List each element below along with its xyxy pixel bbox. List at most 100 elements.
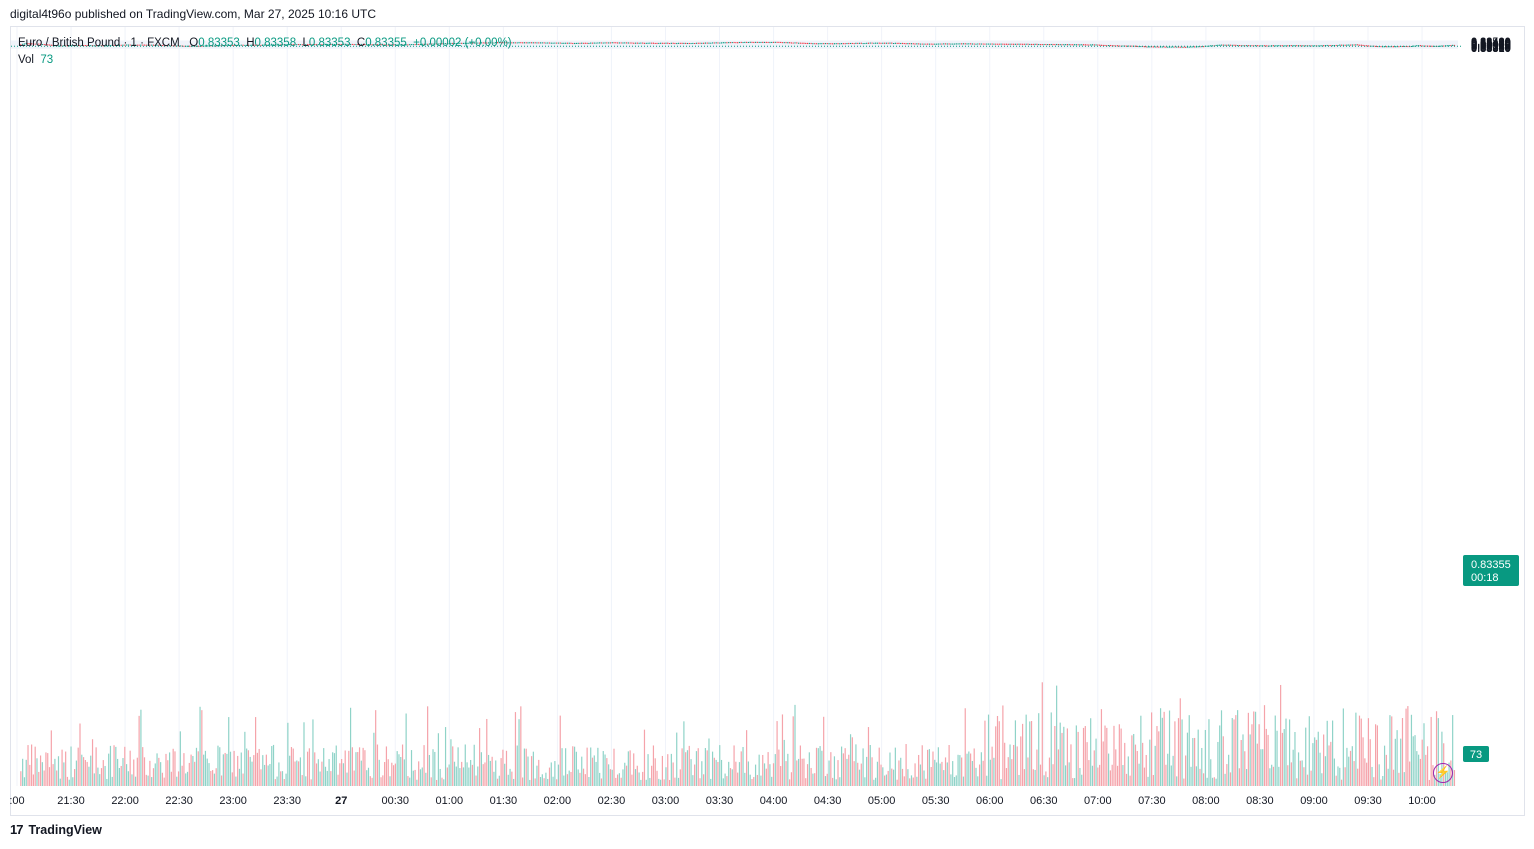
candle-body bbox=[824, 43, 827, 45]
volume-bar bbox=[473, 744, 475, 786]
volume-bar bbox=[703, 774, 705, 786]
volume-bar bbox=[93, 773, 95, 786]
volume-bar bbox=[1072, 778, 1074, 786]
candle-body bbox=[711, 42, 714, 44]
volume-bar bbox=[1075, 725, 1077, 786]
candle-body bbox=[88, 45, 90, 47]
candle-body bbox=[688, 43, 690, 45]
candle-body bbox=[493, 42, 495, 44]
volume-bar bbox=[1149, 739, 1151, 786]
volume-bar bbox=[298, 761, 300, 786]
y-tick-label: 0.83310 bbox=[1471, 43, 1511, 55]
candle-body bbox=[780, 41, 782, 43]
volume-bar bbox=[366, 770, 368, 786]
volume-bar bbox=[1220, 710, 1223, 786]
candle-body bbox=[686, 43, 689, 45]
volume-bar bbox=[774, 754, 776, 786]
candle-body bbox=[1199, 46, 1201, 48]
lightning-icon[interactable]: ⚡ bbox=[1433, 763, 1453, 783]
volume-bar bbox=[500, 758, 502, 786]
volume-bar bbox=[348, 750, 350, 786]
volume-bar bbox=[1274, 715, 1276, 786]
x-tick-label: 04:30 bbox=[814, 795, 842, 807]
volume-bar bbox=[586, 747, 588, 786]
volume-bar bbox=[305, 776, 307, 786]
candle-body bbox=[444, 43, 447, 45]
candle-body bbox=[1254, 45, 1257, 47]
candle-body bbox=[1371, 45, 1373, 47]
candle-body bbox=[961, 43, 963, 45]
candle-body bbox=[77, 45, 79, 47]
volume-bar bbox=[937, 747, 939, 786]
candle-body bbox=[432, 43, 434, 45]
candle-body bbox=[724, 42, 726, 44]
volume-bar bbox=[1043, 775, 1045, 786]
volume-bar bbox=[986, 775, 988, 786]
candle-body bbox=[1323, 45, 1325, 47]
candle-body bbox=[622, 42, 624, 44]
volume-bar bbox=[973, 748, 975, 786]
volume-bar bbox=[1425, 754, 1427, 786]
candle-body bbox=[934, 43, 936, 45]
x-tick-label: 08:00 bbox=[1192, 795, 1220, 807]
candle-body bbox=[1077, 44, 1079, 46]
candle-body bbox=[794, 42, 796, 44]
candle-body bbox=[1068, 44, 1070, 46]
candle-body bbox=[925, 43, 927, 45]
candle-body bbox=[1197, 46, 1199, 48]
candle-body bbox=[851, 42, 853, 44]
volume-bar bbox=[781, 714, 784, 786]
candle-body bbox=[740, 42, 742, 44]
symbol-name[interactable]: Euro / British Pound · 1 · FXCM bbox=[18, 37, 180, 49]
candle-body bbox=[647, 42, 649, 44]
volume-bar bbox=[1070, 744, 1072, 786]
volume-bar bbox=[1199, 768, 1201, 786]
volume-bar bbox=[1330, 741, 1332, 786]
volume-bar bbox=[1453, 770, 1456, 786]
candle-body bbox=[160, 45, 162, 47]
volume-bar bbox=[860, 763, 862, 786]
volume-bar bbox=[568, 770, 570, 786]
candle-body bbox=[1052, 44, 1054, 46]
candle-body bbox=[706, 42, 708, 44]
volume-bar bbox=[61, 749, 63, 786]
volume-bar bbox=[54, 758, 56, 786]
volume-bar bbox=[566, 774, 569, 786]
y-tick-label: 0.83470 bbox=[1471, 37, 1511, 49]
candle-body bbox=[258, 44, 260, 46]
x-tick-label: 01:00 bbox=[436, 795, 464, 807]
volume-bar bbox=[396, 751, 398, 786]
candle-body bbox=[287, 44, 289, 46]
candle-body bbox=[812, 43, 814, 45]
candle-body bbox=[90, 45, 92, 47]
x-tick-label: 02:30 bbox=[598, 795, 626, 807]
y-tick-label: 0.83400 bbox=[1471, 40, 1511, 52]
candle-body bbox=[1265, 45, 1267, 47]
candle-body bbox=[186, 45, 189, 47]
volume-bar bbox=[409, 777, 411, 786]
candle-body bbox=[642, 42, 644, 44]
volume-bar bbox=[1145, 754, 1147, 786]
candle-body bbox=[140, 44, 142, 46]
candle-body bbox=[1156, 46, 1158, 48]
candle-body bbox=[729, 42, 732, 44]
candle-body bbox=[1185, 46, 1187, 48]
candle-body bbox=[991, 43, 993, 45]
candle-body bbox=[722, 42, 724, 44]
volume-bar bbox=[1188, 715, 1190, 786]
candle-body bbox=[81, 45, 83, 47]
volume-bar bbox=[125, 764, 128, 786]
volume-bar bbox=[919, 764, 922, 786]
candle-body bbox=[1122, 45, 1124, 47]
volume-bar bbox=[1134, 744, 1137, 786]
volume-bar bbox=[1206, 777, 1208, 786]
candle-body bbox=[1346, 44, 1348, 46]
volume-bar bbox=[789, 779, 791, 786]
candle-body bbox=[156, 44, 158, 46]
volume-bar bbox=[867, 727, 870, 786]
candle-body bbox=[823, 43, 825, 45]
volume-bar bbox=[1294, 732, 1296, 786]
tradingview-footer[interactable]: 17 TradingView bbox=[10, 822, 102, 837]
volume-bar bbox=[403, 759, 405, 786]
